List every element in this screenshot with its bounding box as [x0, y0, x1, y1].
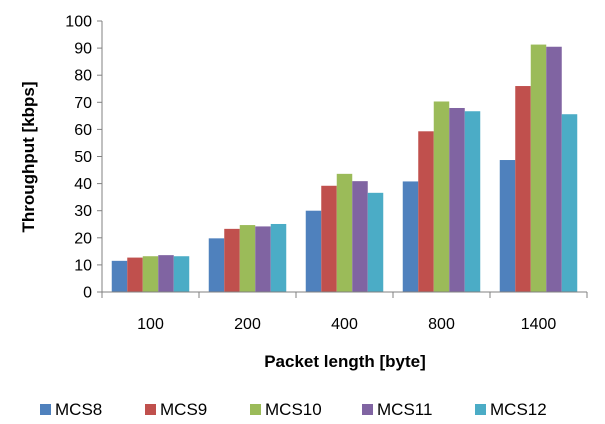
legend-swatch [40, 404, 51, 415]
bar-mcs12-200 [270, 223, 287, 292]
legend-item-mcs8: MCS8 [40, 400, 102, 419]
legend-label: MCS9 [160, 400, 207, 419]
x-tick-label: 200 [234, 316, 261, 333]
x-tick-label: 800 [428, 316, 455, 333]
bar-mcs9-800 [418, 131, 434, 292]
x-tick-label: 100 [137, 316, 164, 333]
y-tick-label: 90 [74, 41, 92, 58]
legend-label: MCS12 [490, 400, 547, 419]
legend: MCS8 MCS9 MCS10 MCS11 MCS12 [40, 400, 547, 419]
legend-item-mcs9: MCS9 [145, 400, 207, 419]
legend-label: MCS10 [265, 400, 322, 419]
x-axis-title: Packet length [byte] [264, 352, 426, 371]
bar-mcs10-200 [239, 225, 256, 292]
bar-mcs12-100 [173, 256, 190, 292]
bar-mcs12-1400 [561, 114, 578, 292]
bar-mcs10-800 [433, 101, 450, 292]
bar-mcs8-400 [305, 210, 322, 292]
bar-mcs9-100 [127, 257, 143, 292]
y-tick-label: 80 [74, 68, 92, 85]
legend-item-mcs12: MCS12 [475, 400, 547, 419]
y-tick-label: 70 [74, 95, 92, 112]
bar-mcs8-800 [402, 181, 419, 292]
bar-mcs9-200 [224, 228, 240, 292]
y-tick-label: 100 [65, 14, 92, 31]
bar-mcs12-800 [464, 111, 481, 292]
legend-item-mcs10: MCS10 [250, 400, 322, 419]
bar-mcs10-1400 [530, 44, 547, 293]
x-tick-label: 1400 [521, 316, 557, 333]
legend-label: MCS8 [55, 400, 102, 419]
y-tick-label: 50 [74, 149, 92, 166]
bar-mcs10-100 [142, 256, 159, 292]
y-ticks-group: 0 10 20 30 40 50 60 70 80 90 100 [65, 14, 102, 302]
legend-swatch [475, 404, 486, 415]
legend-label: MCS11 [377, 400, 432, 419]
bar-mcs10-400 [336, 173, 353, 292]
legend-swatch [250, 404, 261, 415]
bar-mcs11-100 [158, 255, 174, 292]
y-tick-label: 30 [74, 203, 92, 220]
y-tick-label: 40 [74, 176, 92, 193]
bar-mcs9-1400 [515, 86, 531, 292]
bar-mcs9-400 [321, 185, 337, 292]
legend-swatch [145, 404, 156, 415]
bar-mcs11-400 [352, 181, 368, 292]
bar-mcs11-800 [449, 107, 465, 292]
bars-group [111, 44, 578, 293]
y-tick-label: 60 [74, 122, 92, 139]
bar-mcs12-400 [367, 192, 384, 292]
y-tick-label: 20 [74, 230, 92, 247]
legend-item-mcs11: MCS11 [362, 400, 432, 419]
y-tick-label: 0 [83, 285, 92, 302]
x-tick-label: 400 [331, 316, 358, 333]
bar-mcs8-1400 [499, 160, 516, 292]
y-tick-label: 10 [74, 257, 92, 274]
bar-mcs11-1400 [546, 46, 562, 293]
bar-mcs8-200 [208, 238, 225, 292]
y-axis-title: Throughput [kbps] [19, 81, 38, 232]
legend-swatch [362, 404, 373, 415]
bar-mcs8-100 [111, 260, 128, 292]
bar-mcs11-200 [255, 226, 271, 292]
x-ticks-group: 100 200 400 800 1400 [101, 292, 588, 333]
